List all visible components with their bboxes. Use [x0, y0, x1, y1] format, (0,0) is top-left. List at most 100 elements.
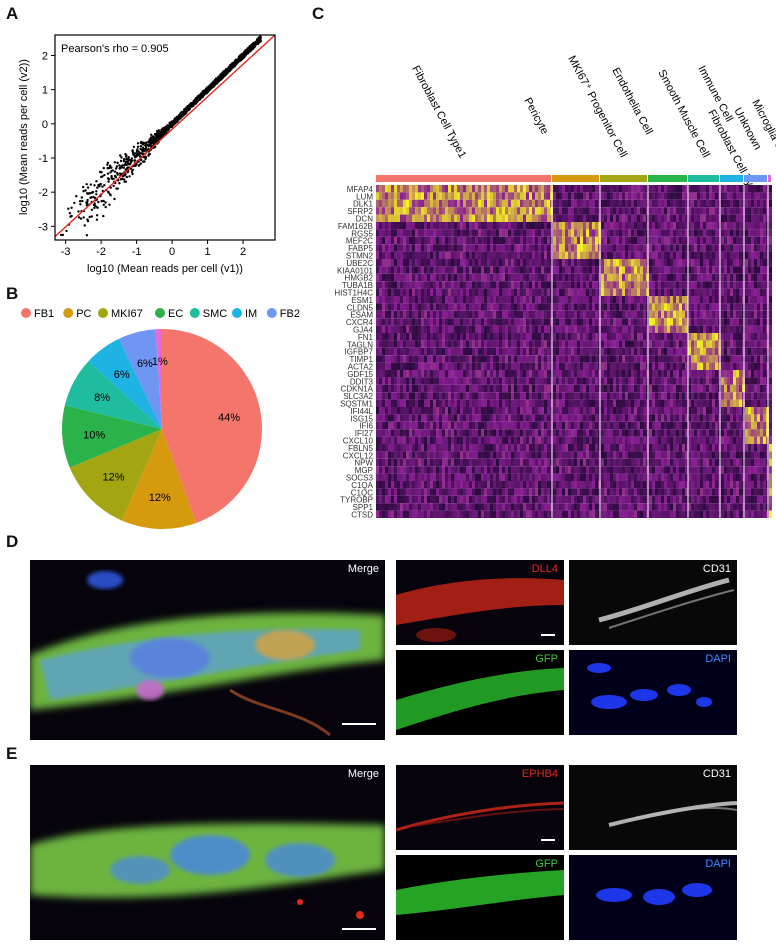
heatmap-cell: [712, 281, 715, 289]
heatmap-cell: [475, 340, 478, 348]
heatmap-cell: [553, 229, 556, 237]
heatmap-cell: [484, 251, 487, 259]
heatmap-cell: [382, 362, 385, 370]
heatmap-cell: [643, 214, 646, 222]
scatter-point: [137, 150, 140, 153]
heatmap-cell: [466, 185, 469, 193]
heatmap-cell: [619, 347, 622, 356]
heatmap-cell: [751, 318, 754, 326]
heatmap-cell: [637, 303, 640, 311]
heatmap-cell: [532, 325, 535, 333]
heatmap-cell: [637, 251, 640, 259]
heatmap-cell: [652, 185, 655, 193]
heatmap-cell: [652, 236, 655, 245]
heatmap-cell: [694, 318, 697, 326]
heatmap-cell: [418, 281, 421, 289]
heatmap-cell: [751, 244, 754, 252]
heatmap-cell: [391, 251, 394, 259]
heatmap-cell: [652, 207, 655, 215]
heatmap-cell: [577, 377, 580, 385]
heatmap-cell: [616, 340, 619, 348]
heatmap-cell: [634, 355, 637, 363]
scatter-point: [134, 152, 138, 155]
heatmap-cell: [622, 318, 625, 326]
heatmap-cell: [715, 340, 718, 348]
heatmap-cell: [481, 288, 484, 296]
heatmap-cell: [628, 318, 631, 326]
heatmap-cell: [502, 259, 505, 267]
heatmap-cell: [586, 259, 589, 267]
heatmap-cell: [583, 214, 586, 222]
heatmap-cell: [418, 303, 421, 311]
heatmap-cell: [688, 251, 691, 259]
heatmap-cell: [673, 207, 676, 215]
heatmap-cell: [493, 259, 496, 267]
heatmap-cell: [400, 333, 403, 341]
heatmap-cell: [709, 207, 712, 215]
heatmap-cell: [436, 259, 439, 267]
heatmap-cell: [412, 362, 415, 370]
heatmap-cell: [733, 296, 736, 304]
heatmap-cell: [727, 214, 730, 222]
heatmap-cell: [493, 199, 496, 208]
heatmap-cell: [748, 214, 751, 222]
heatmap-cell: [382, 370, 385, 378]
heatmap-cell: [754, 244, 757, 252]
legend-swatch-pc: [63, 308, 74, 318]
heatmap-cell: [460, 185, 463, 193]
heatmap-cell: [664, 236, 667, 245]
pie-label-im: 6%: [114, 369, 130, 381]
heatmap-cell: [430, 192, 433, 200]
heatmap-cell: [457, 281, 460, 289]
heatmap-cell: [736, 207, 739, 215]
heatmap-cell: [727, 318, 730, 326]
heatmap-cell: [670, 236, 673, 245]
heatmap-cell: [685, 355, 688, 363]
heatmap-cell: [541, 355, 544, 363]
heatmap-cell: [547, 377, 550, 385]
scatter-point: [113, 197, 116, 201]
heatmap-cell: [427, 273, 430, 282]
heatmap-cell: [532, 207, 535, 215]
heatmap-cell: [733, 340, 736, 348]
heatmap-cell: [724, 370, 727, 378]
heatmap-cell: [694, 281, 697, 289]
heatmap-cell: [388, 288, 391, 296]
heatmap-cell: [544, 318, 547, 326]
heatmap-cell: [667, 244, 670, 252]
heatmap-cell: [727, 266, 730, 274]
heatmap-cell: [505, 185, 508, 193]
heatmap-cell: [622, 296, 625, 304]
heatmap-cell: [640, 273, 643, 282]
heatmap-cell: [490, 266, 493, 274]
heatmap-cell: [577, 229, 580, 237]
heatmap-cell: [721, 333, 724, 341]
heatmap-cell: [562, 333, 565, 341]
heatmap-cell: [508, 333, 511, 341]
heatmap-cell: [592, 296, 595, 304]
heatmap-cell: [634, 288, 637, 296]
heatmap-cell: [748, 310, 751, 319]
heatmap-cell: [475, 370, 478, 378]
heatmap-cell: [541, 251, 544, 259]
heatmap-cell: [379, 370, 382, 378]
heatmap-cell: [385, 377, 388, 385]
heatmap-cell: [394, 251, 397, 259]
heatmap-cell: [523, 355, 526, 363]
heatmap-cell: [457, 377, 460, 385]
heatmap-cell: [487, 273, 490, 282]
heatmap-cell: [694, 259, 697, 267]
heatmap-cell: [586, 347, 589, 356]
heatmap-cell: [541, 259, 544, 267]
heatmap-cell: [553, 222, 556, 230]
heatmap-cell: [472, 222, 475, 230]
heatmap-cell: [376, 236, 379, 245]
heatmap-chart: Fibroblast Cell Type1 Pericyte MKI67⁺ Prog…: [334, 54, 776, 520]
heatmap-cell: [547, 325, 550, 333]
heatmap-cell: [397, 296, 400, 304]
heatmap-cell: [523, 222, 526, 230]
legend-label-pc: PC: [76, 308, 91, 320]
heatmap-cell: [427, 207, 430, 215]
heatmap-cell: [700, 325, 703, 333]
heatmap-cell: [634, 347, 637, 356]
